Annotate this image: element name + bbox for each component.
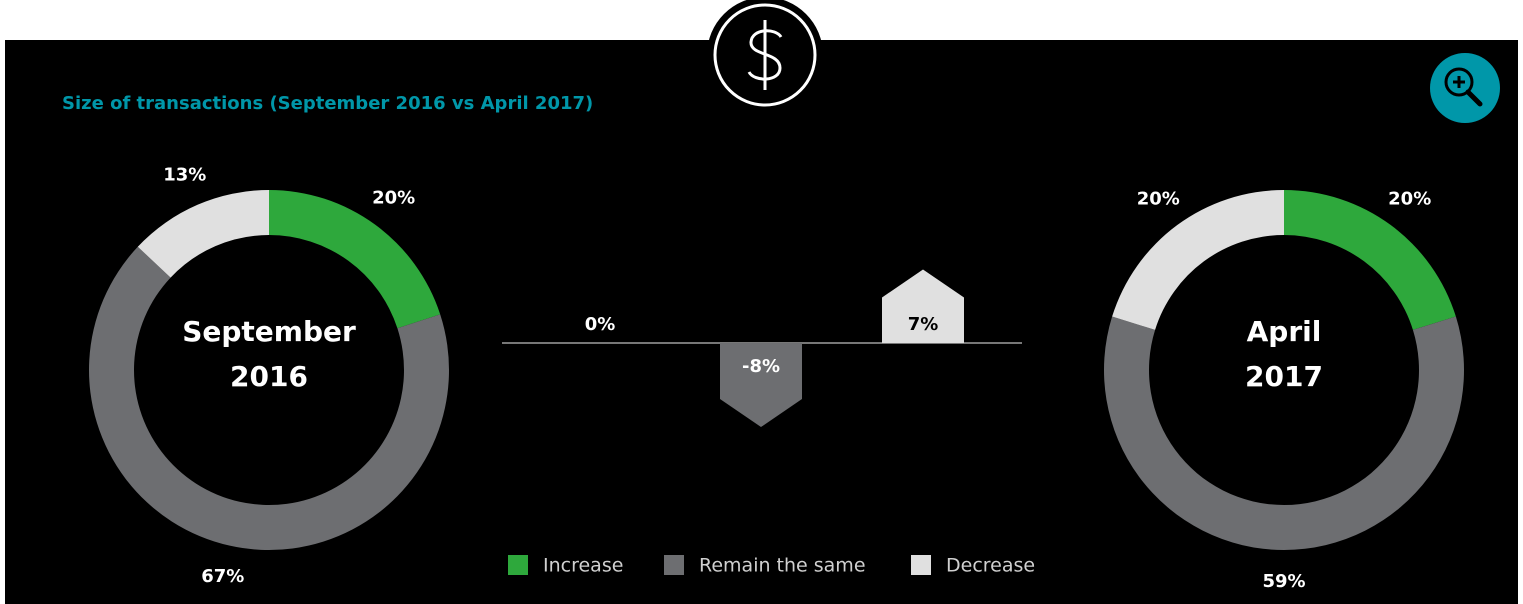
- value-label: 20%: [372, 187, 415, 208]
- zoom-button[interactable]: [1430, 53, 1500, 123]
- value-label: 67%: [201, 566, 244, 587]
- donut-segment: [269, 190, 441, 329]
- center-label: 2017: [1245, 360, 1323, 393]
- value-label: 20%: [1388, 188, 1431, 209]
- donut-segment: [1284, 190, 1456, 330]
- donut-segment: [89, 246, 450, 550]
- center-label: September: [182, 315, 356, 348]
- donut-segment: [1104, 316, 1464, 550]
- chart-title: Size of transactions (September 2016 vs …: [62, 93, 593, 114]
- donut-segment: [1112, 190, 1284, 330]
- value-label: 7%: [908, 314, 939, 335]
- legend-label: Increase: [543, 555, 623, 577]
- value-label: 20%: [1137, 188, 1180, 209]
- donut-segment: [137, 190, 269, 278]
- legend-swatch: [911, 555, 931, 575]
- bar: [720, 343, 802, 427]
- center-label: April: [1247, 315, 1322, 348]
- bar: [882, 269, 964, 343]
- center-label: 2016: [230, 360, 308, 393]
- value-label: 0%: [585, 314, 616, 335]
- legend-label: Remain the same: [699, 555, 866, 577]
- value-label: 59%: [1262, 571, 1305, 592]
- legend-label: Decrease: [946, 555, 1035, 577]
- value-label: 13%: [163, 164, 206, 185]
- legend-swatch: [664, 555, 684, 575]
- value-label: -8%: [742, 356, 780, 377]
- legend-swatch: [508, 555, 528, 575]
- dollar-icon: [707, 0, 823, 113]
